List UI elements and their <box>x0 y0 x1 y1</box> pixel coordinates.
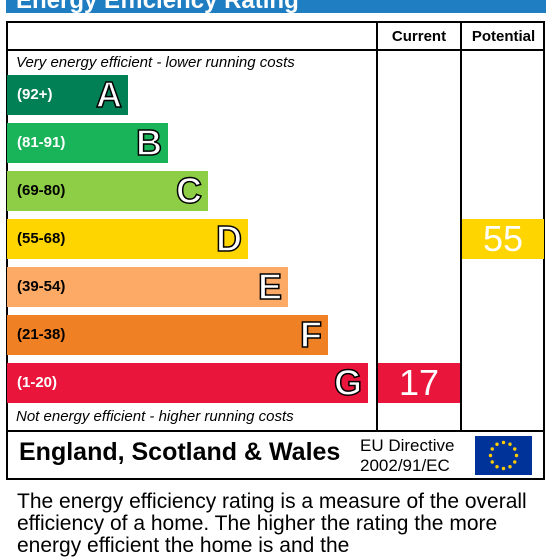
band-letter: B <box>135 122 163 164</box>
band-range: (21-38) <box>17 326 66 343</box>
band-range: (1-20) <box>17 374 58 391</box>
band-range: (69-80) <box>17 182 66 199</box>
eu-star-icon <box>501 466 506 471</box>
eu-directive-line1: EU Directive <box>360 436 455 455</box>
band-letter: C <box>175 170 203 212</box>
footer-divider <box>6 430 545 432</box>
potential-column-header: Potential <box>471 28 536 45</box>
eu-star-icon <box>490 460 494 464</box>
eu-directive: EU Directive 2002/91/EC <box>360 436 454 476</box>
eu-star-icon <box>513 460 517 464</box>
band-b: (81-91) B <box>7 122 168 164</box>
header-divider <box>6 49 545 51</box>
eu-directive-line2: 2002/91/EC <box>360 456 450 475</box>
chart-title: Energy Efficiency Rating <box>6 0 546 13</box>
eu-star-icon <box>513 447 517 451</box>
band-a: (92+) A <box>7 74 128 116</box>
eu-star-icon <box>495 442 499 446</box>
eu-star-icon <box>495 465 499 469</box>
current-column-divider <box>376 21 378 431</box>
band-e: (39-54) E <box>7 266 288 308</box>
eu-flag-icon <box>475 436 532 475</box>
band-g: (1-20) G <box>7 362 368 404</box>
band-range: (55-68) <box>17 230 66 247</box>
band-letter: D <box>215 218 243 260</box>
potential-column-divider <box>460 21 462 431</box>
eu-star-icon <box>488 453 493 458</box>
band-range: (81-91) <box>17 134 66 151</box>
band-range: (92+) <box>17 86 53 103</box>
current-rating: 17 <box>378 363 460 403</box>
band-letter: F <box>299 314 323 356</box>
eu-star-icon <box>501 440 506 445</box>
top-note: Very energy efficient - lower running co… <box>16 54 295 71</box>
eu-star-icon <box>508 442 512 446</box>
eu-star-icon <box>490 447 494 451</box>
band-letter: A <box>95 74 123 116</box>
potential-rating: 55 <box>462 219 544 259</box>
description-text: The energy efficiency rating is a measur… <box>17 490 527 557</box>
band-range: (39-54) <box>17 278 66 295</box>
band-f: (21-38) F <box>7 314 328 356</box>
current-column-header: Current <box>391 28 447 45</box>
eu-star-icon <box>508 465 512 469</box>
band-c: (69-80) C <box>7 170 208 212</box>
band-d: (55-68) D <box>7 218 248 260</box>
band-letter: G <box>333 362 363 404</box>
bottom-note: Not energy efficient - higher running co… <box>16 408 294 425</box>
footer-region: England, Scotland & Wales <box>19 438 341 466</box>
band-letter: E <box>257 266 283 308</box>
eu-star-icon <box>514 453 519 458</box>
